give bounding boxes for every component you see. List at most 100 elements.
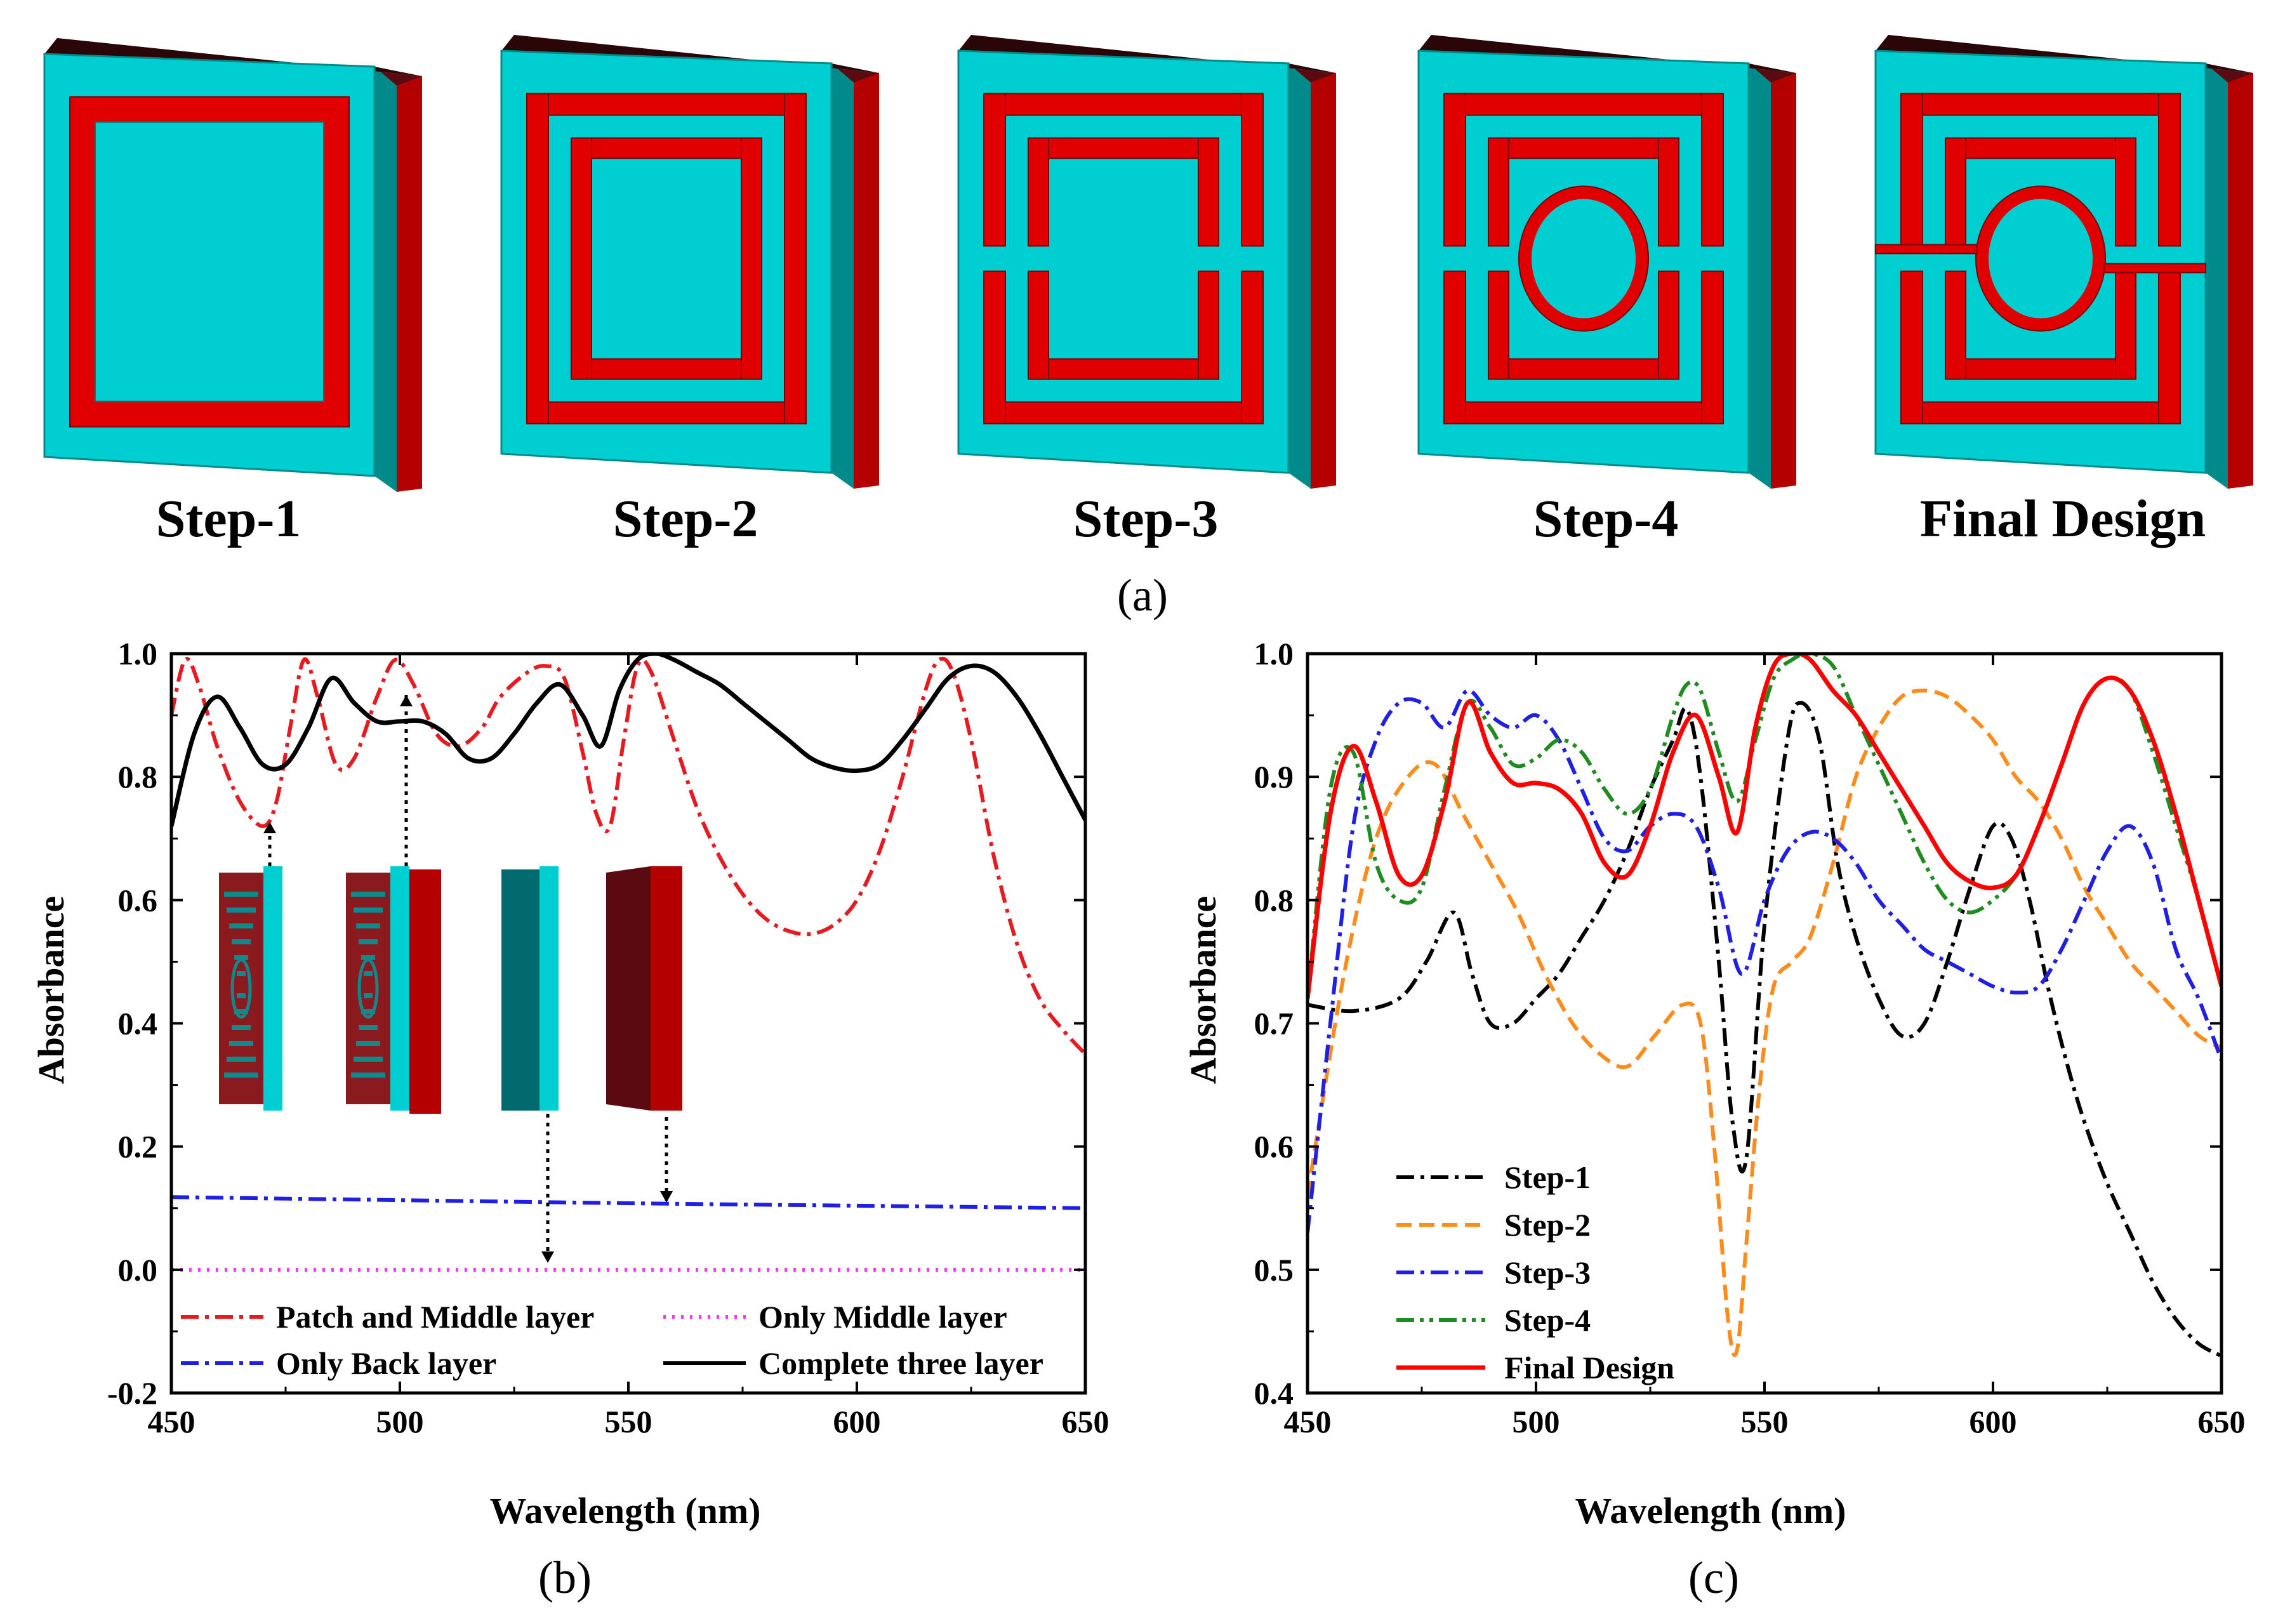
back-side — [397, 76, 422, 492]
series-line-patch-and-middle-layer — [171, 656, 1085, 1056]
design-block-4 — [1417, 35, 1796, 489]
x-tick-label: 600 — [1970, 1404, 2017, 1439]
ring-bar — [1658, 270, 1679, 380]
ring-bar — [1488, 358, 1679, 380]
top-face — [44, 38, 422, 76]
ring-bar — [1900, 93, 2181, 116]
plot-frame — [1306, 652, 2223, 1395]
coupling-arm-right — [2103, 263, 2206, 274]
mid-slab — [501, 869, 540, 1111]
ring-bar — [1028, 137, 1049, 247]
inner-ring — [1488, 137, 1679, 380]
patch-ring — [232, 939, 251, 944]
y-tick-label: 0.4 — [1254, 1375, 1294, 1411]
patch-ring — [356, 923, 380, 928]
back-side — [1771, 73, 1796, 489]
x-tick-label: 500 — [376, 1404, 424, 1439]
patch-ring — [359, 939, 378, 944]
inset-patch-mid — [219, 866, 282, 1111]
y-tick-label: 0.4 — [118, 1006, 158, 1041]
patch-ring — [227, 908, 256, 913]
x-tick-label: 550 — [605, 1404, 652, 1439]
design-block-3 — [957, 35, 1336, 489]
ring-bar — [526, 401, 807, 425]
patch-ring — [234, 1009, 248, 1014]
patch-circle — [357, 958, 379, 1019]
x-tick-label: 550 — [1741, 1404, 1789, 1439]
patch-ring — [229, 923, 253, 928]
series-line-final-design — [1308, 654, 2221, 1000]
step-1-label: Step-1 — [156, 489, 301, 548]
ring-bar — [1900, 401, 2181, 425]
ring-bar — [1945, 137, 1966, 247]
legend-label: Step-1 — [1504, 1159, 1591, 1195]
ring-bar — [1945, 137, 2136, 159]
patch-circle — [230, 958, 252, 1019]
back-slab-side — [651, 866, 682, 1111]
top-face — [501, 35, 879, 73]
ring-bar — [1028, 270, 1049, 380]
ring-bar — [983, 93, 1006, 247]
ring-bar — [1701, 93, 1724, 247]
mid-slab-side — [540, 866, 559, 1111]
pointer-arrowhead — [541, 1251, 554, 1263]
patch-ring — [364, 971, 373, 976]
x-tick-label: 600 — [833, 1404, 881, 1439]
patch-ring — [237, 993, 246, 998]
legend-label: Step-4 — [1504, 1302, 1591, 1338]
patch-face — [346, 873, 390, 1104]
chart-c-ylabel: Absorbance — [1182, 896, 1224, 1084]
pointer-arrowhead — [400, 695, 413, 706]
panel-a-design-steps — [43, 35, 2253, 492]
y-tick-label: 0.6 — [1254, 1129, 1294, 1165]
y-tick-label: 0.7 — [1254, 1006, 1294, 1041]
patch-ring — [351, 892, 385, 897]
ring-bar — [1198, 137, 1219, 247]
patch-ring — [229, 1041, 253, 1046]
back-side — [854, 73, 879, 489]
legend-label: Complete three layer — [758, 1345, 1043, 1381]
patch-ring — [354, 908, 383, 913]
top-face — [1876, 35, 2253, 73]
panel-a-label: (a) — [1117, 570, 1168, 621]
x-tick-label: 650 — [2198, 1404, 2246, 1439]
chart-c: 450 500 550 600 650 0.4 0.5 0.6 0.7 0.8 0.9 1.0 Step… — [1254, 636, 2246, 1439]
mid-edge — [390, 866, 409, 1111]
legend-label: Only Middle layer — [758, 1299, 1007, 1335]
y-tick-label: 0.0 — [118, 1252, 158, 1288]
pointer-arrowhead — [660, 1191, 673, 1203]
inset-full — [346, 866, 441, 1114]
mid-edge — [263, 866, 282, 1111]
outer-ring — [983, 93, 1264, 425]
legend-label: Final Design — [1504, 1350, 1674, 1385]
inset-mid — [501, 866, 559, 1111]
final-design-label: Final Design — [1920, 489, 2206, 548]
series-line-only-back-layer — [171, 1195, 1085, 1210]
ring-bar — [1488, 270, 1509, 380]
y-tick-label: 0.5 — [1254, 1252, 1294, 1288]
ring-bar — [1443, 93, 1466, 247]
ring-bar — [1241, 270, 1264, 425]
layer-inset — [219, 695, 682, 1263]
x-tick-label: 500 — [1513, 1404, 1560, 1439]
step-4-label: Step-4 — [1533, 489, 1679, 548]
top-face — [1419, 35, 1796, 73]
patch-ring — [227, 1057, 256, 1062]
y-tick-label: 1.0 — [1254, 636, 1294, 671]
chart-b-ylabel: Absorbance — [30, 896, 72, 1084]
ring-bar — [1443, 401, 1724, 425]
design-block-5 — [1874, 35, 2253, 489]
circular-ring-edge — [1518, 185, 1649, 332]
substrate-side — [374, 67, 397, 492]
ring-bar — [1028, 358, 1219, 380]
ring-bar — [1900, 93, 1923, 247]
ring-bar — [1945, 270, 1966, 380]
ring-bar — [1701, 270, 1724, 425]
patch-ring — [364, 993, 373, 998]
ring-bar — [983, 270, 1006, 425]
step-2-label: Step-2 — [613, 489, 758, 548]
y-tick-label: 1.0 — [118, 636, 158, 671]
step-3-label: Step-3 — [1073, 489, 1219, 548]
design-block-1 — [43, 38, 422, 492]
legend-label: Step-2 — [1504, 1207, 1591, 1243]
